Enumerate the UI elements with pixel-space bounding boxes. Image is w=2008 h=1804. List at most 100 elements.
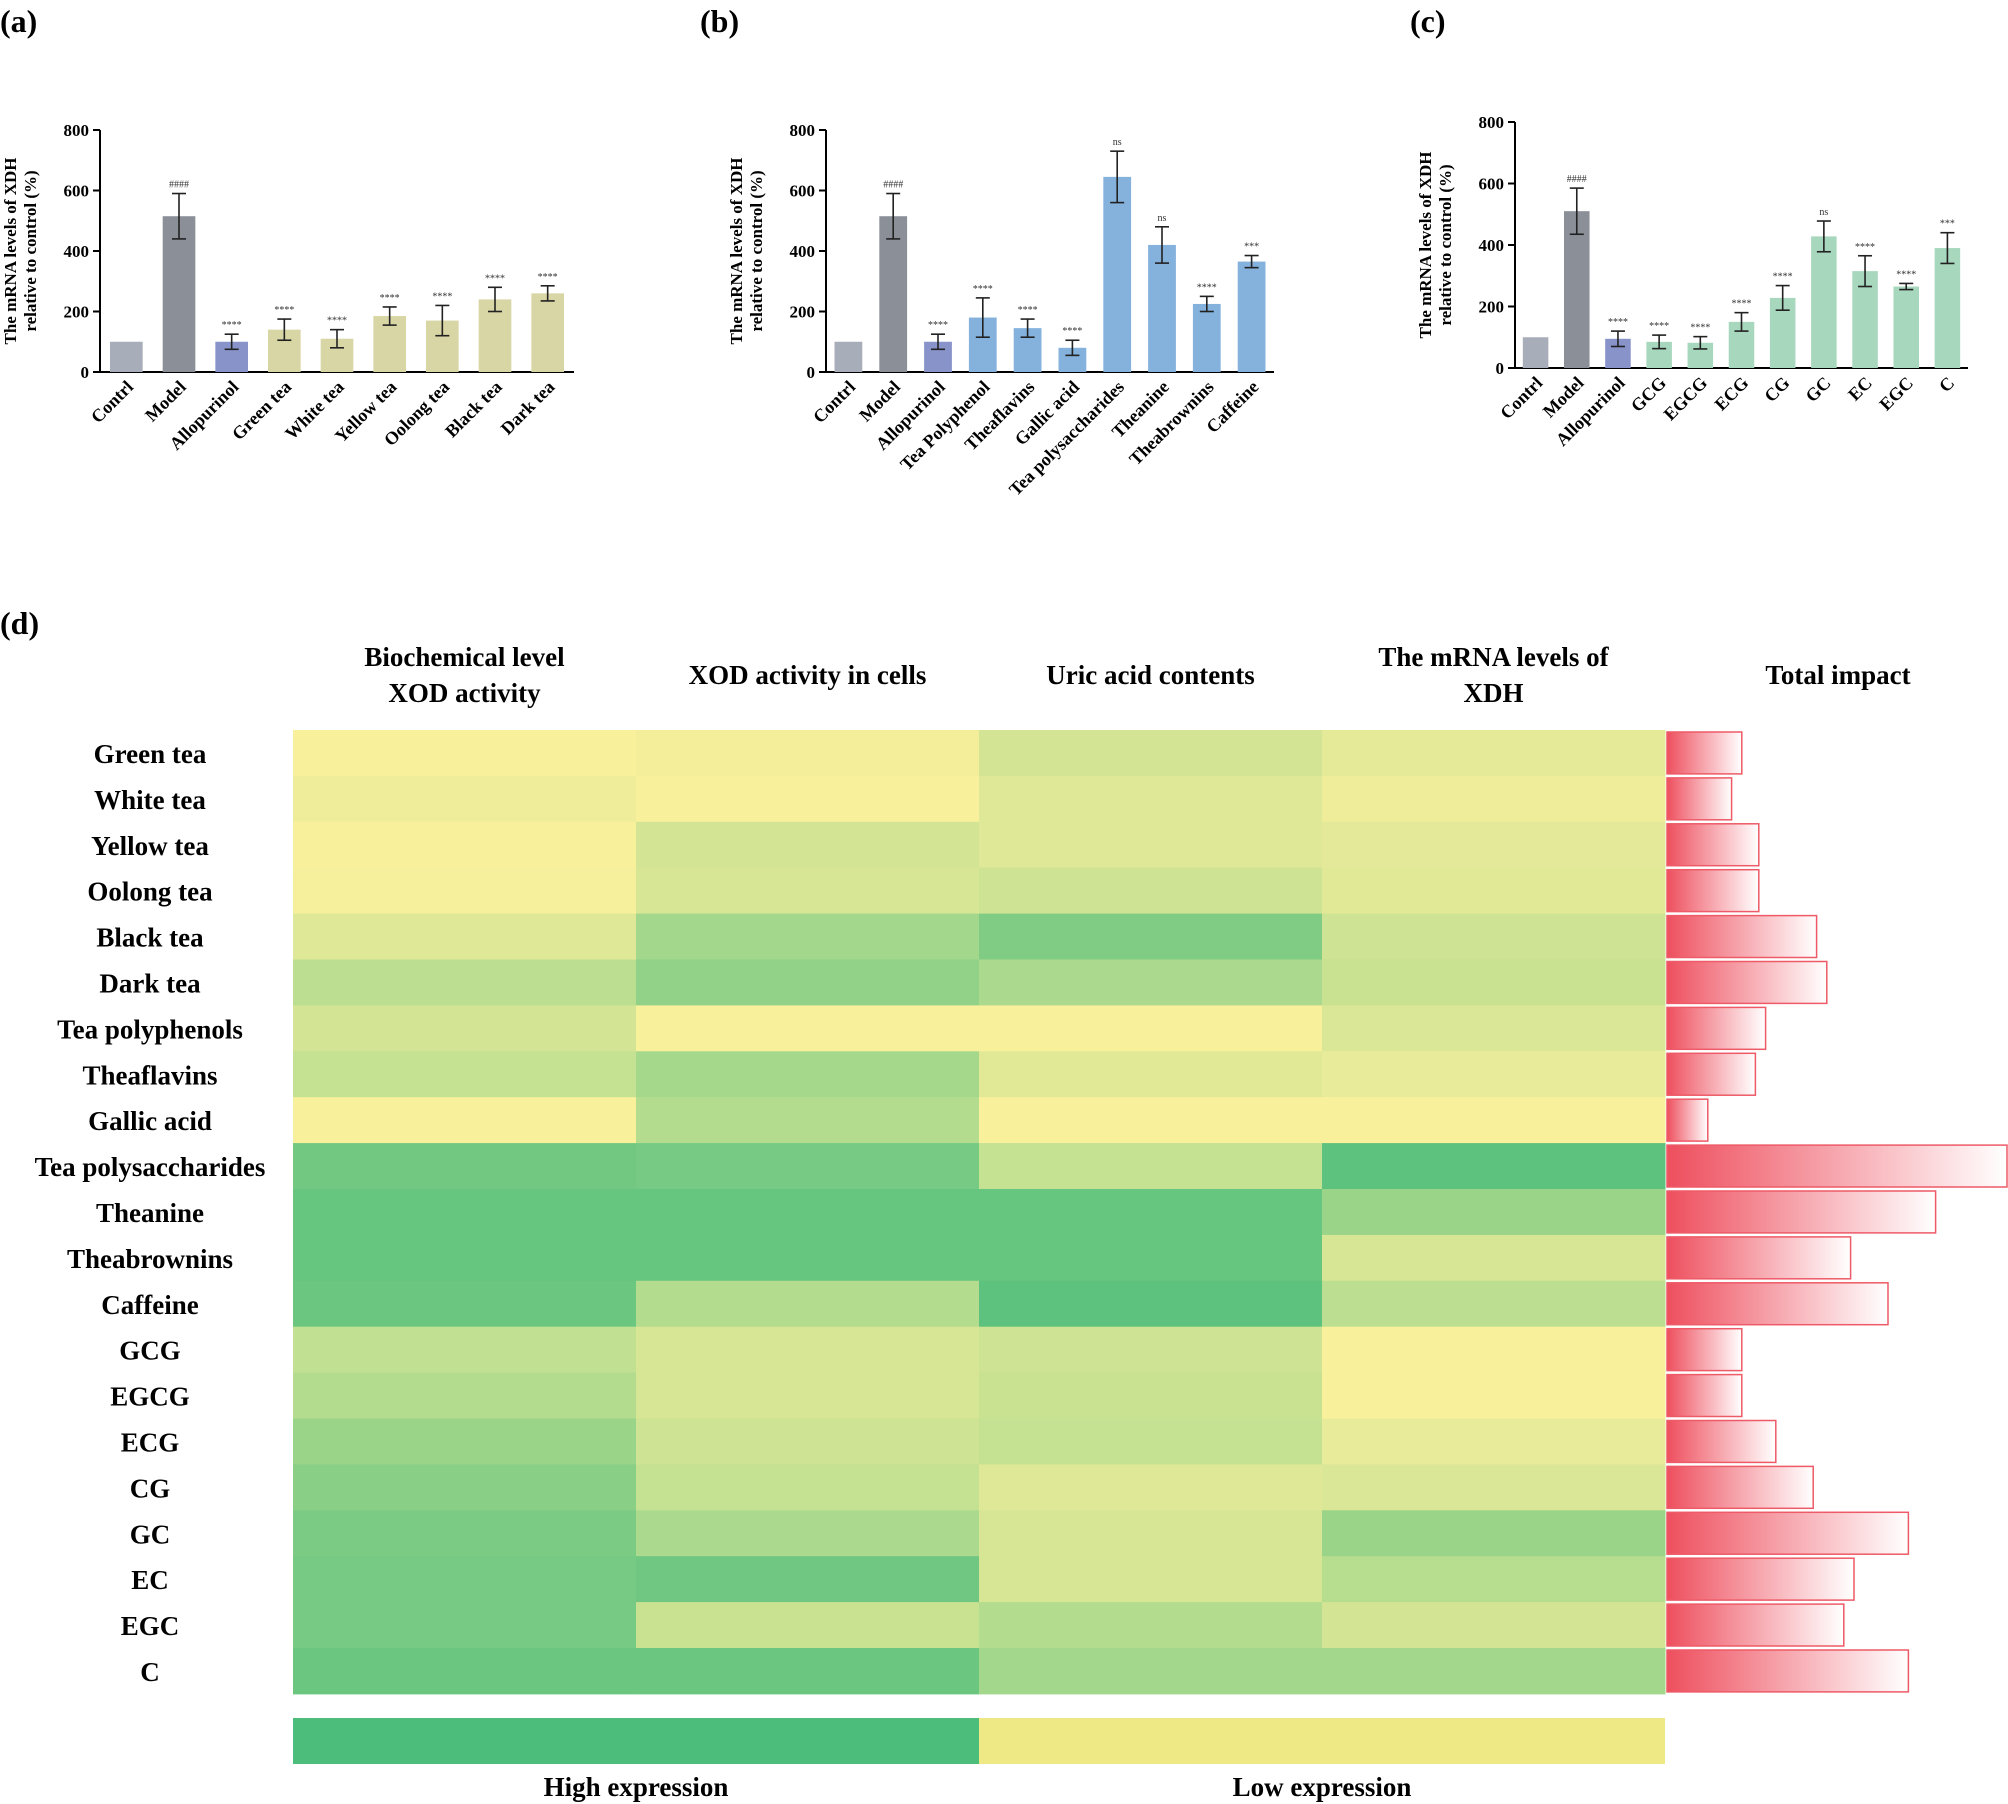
heatmap-cell: [636, 1648, 980, 1695]
heatmap-cell: [636, 1005, 980, 1052]
heatmap-cell: [293, 1464, 637, 1511]
heatmap-cell: [636, 913, 980, 960]
row-label: Theanine: [96, 1198, 204, 1228]
heatmap-cell: [293, 1510, 637, 1557]
legend-low-swatch: [979, 1718, 1665, 1764]
total-impact-bar: [1666, 1603, 1845, 1647]
heatmap-cell: [979, 1648, 1323, 1695]
heatmap-cell: [1322, 1648, 1666, 1695]
x-tick-label: Model: [141, 377, 190, 426]
heatmap-cell: [293, 1234, 637, 1282]
y-tick-label: 600: [790, 182, 816, 201]
heatmap-cell: [293, 1143, 637, 1190]
row-label: White tea: [94, 785, 206, 815]
total-impact-bar: [1666, 1052, 1757, 1096]
y-tick-label: 800: [790, 121, 816, 140]
significance-label: ****: [928, 320, 948, 331]
heatmap-cell: [1322, 1326, 1666, 1374]
x-tick-label: EGCG: [1660, 373, 1712, 425]
significance-label: ns: [1819, 207, 1828, 218]
heatmap-cell: [636, 1418, 980, 1465]
row-label: Yellow tea: [91, 831, 209, 861]
heatmap-cell: [293, 730, 637, 777]
significance-label: ****: [1649, 321, 1669, 332]
bar-model: [879, 216, 908, 372]
heatmap-d: Biochemical level XOD activity XOD activit…: [35, 642, 2008, 1802]
heatmap-cell: [636, 959, 980, 1006]
heatmap-cell: [636, 775, 980, 823]
x-tick-label: Contrl: [87, 377, 137, 427]
column-header: The mRNA levels of: [1378, 642, 1609, 672]
significance-label: ****: [222, 320, 242, 331]
total-impact-bar: [1666, 1557, 1855, 1601]
heatmap-cell: [1322, 1418, 1666, 1465]
heatmap-cell: [979, 730, 1323, 777]
heatmap-cell: [636, 1464, 980, 1511]
significance-label: ****: [1732, 299, 1752, 310]
y-tick-label: 0: [807, 363, 816, 382]
bar-egc: [1893, 286, 1919, 368]
total-impact-bar: [1666, 960, 1828, 1005]
significance-label: ****: [1773, 272, 1793, 283]
bar-contrl: [110, 341, 143, 372]
bar-model: [1564, 211, 1590, 368]
column-header: Biochemical level: [364, 642, 565, 672]
heatmap-cell: [979, 775, 1323, 823]
total-impact-bar: [1666, 1006, 1767, 1051]
heatmap-cell: [636, 1189, 980, 1236]
bar-gc: [1811, 236, 1837, 368]
x-tick-label: ECG: [1711, 373, 1753, 415]
y-tick-label: 600: [1479, 175, 1505, 194]
heatmap-cell: [1322, 1143, 1666, 1190]
heatmap-cell: [293, 1556, 637, 1603]
heatmap-cell: [1322, 1372, 1666, 1419]
heatmap-cell: [979, 1234, 1323, 1282]
heatmap-cell: [293, 1097, 637, 1144]
panel-label-c: (c): [1410, 3, 1446, 39]
heatmap-cell: [979, 1418, 1323, 1465]
significance-label: ****: [1608, 317, 1628, 328]
panel-label-b: (b): [700, 3, 739, 39]
total-impact-bar: [1666, 1465, 1814, 1510]
y-tick-label: 0: [1496, 359, 1505, 378]
row-label: Green tea: [94, 739, 207, 769]
heatmap-cell: [979, 1189, 1323, 1236]
heatmap-cell: [1322, 1464, 1666, 1511]
column-header: XDH: [1464, 678, 1524, 708]
heatmap-cell: [293, 775, 637, 823]
heatmap-cell: [1322, 775, 1666, 823]
heatmap-cell: [293, 1005, 637, 1052]
heatmap-cell: [636, 1326, 980, 1374]
total-impact-bar: [1666, 777, 1733, 821]
significance-label: ****: [380, 293, 400, 304]
heatmap-cell: [636, 1556, 980, 1603]
row-label: Tea polysaccharides: [35, 1152, 266, 1182]
heatmap-cell: [979, 959, 1323, 1006]
heatmap-cell: [636, 1372, 980, 1419]
heatmap-cell: [636, 1051, 980, 1098]
heatmap-cell: [636, 821, 980, 869]
heatmap-cell: [1322, 867, 1666, 915]
heatmap-cell: [636, 1602, 980, 1649]
bar-model: [162, 216, 196, 372]
significance-label: ****: [432, 291, 452, 302]
heatmap-cell: [636, 1234, 980, 1282]
x-tick-label: EGC: [1875, 373, 1917, 415]
heatmap-cell: [636, 730, 980, 777]
y-tick-label: 400: [1479, 236, 1505, 255]
heatmap-cell: [979, 1602, 1323, 1649]
row-label: EGCG: [110, 1382, 190, 1412]
total-impact-bar: [1666, 1649, 1910, 1693]
legend-high-label: High expression: [544, 1772, 729, 1802]
total-impact-bar: [1666, 1511, 1910, 1555]
heatmap-cell: [636, 1510, 980, 1557]
bar-chart-b: The mRNA levels of XDH relative to contro…: [727, 121, 1274, 500]
heatmap-cell: [293, 821, 637, 869]
panel-label-d: (d): [0, 605, 39, 641]
total-impact-bar: [1666, 1098, 1709, 1142]
row-label: Theaflavins: [82, 1060, 217, 1090]
panel-label-a: (a): [0, 3, 37, 39]
x-tick-label: Contrl: [809, 377, 859, 427]
bar-theabrownins: [1192, 303, 1221, 372]
column-header-total-impact: Total impact: [1765, 660, 1910, 690]
